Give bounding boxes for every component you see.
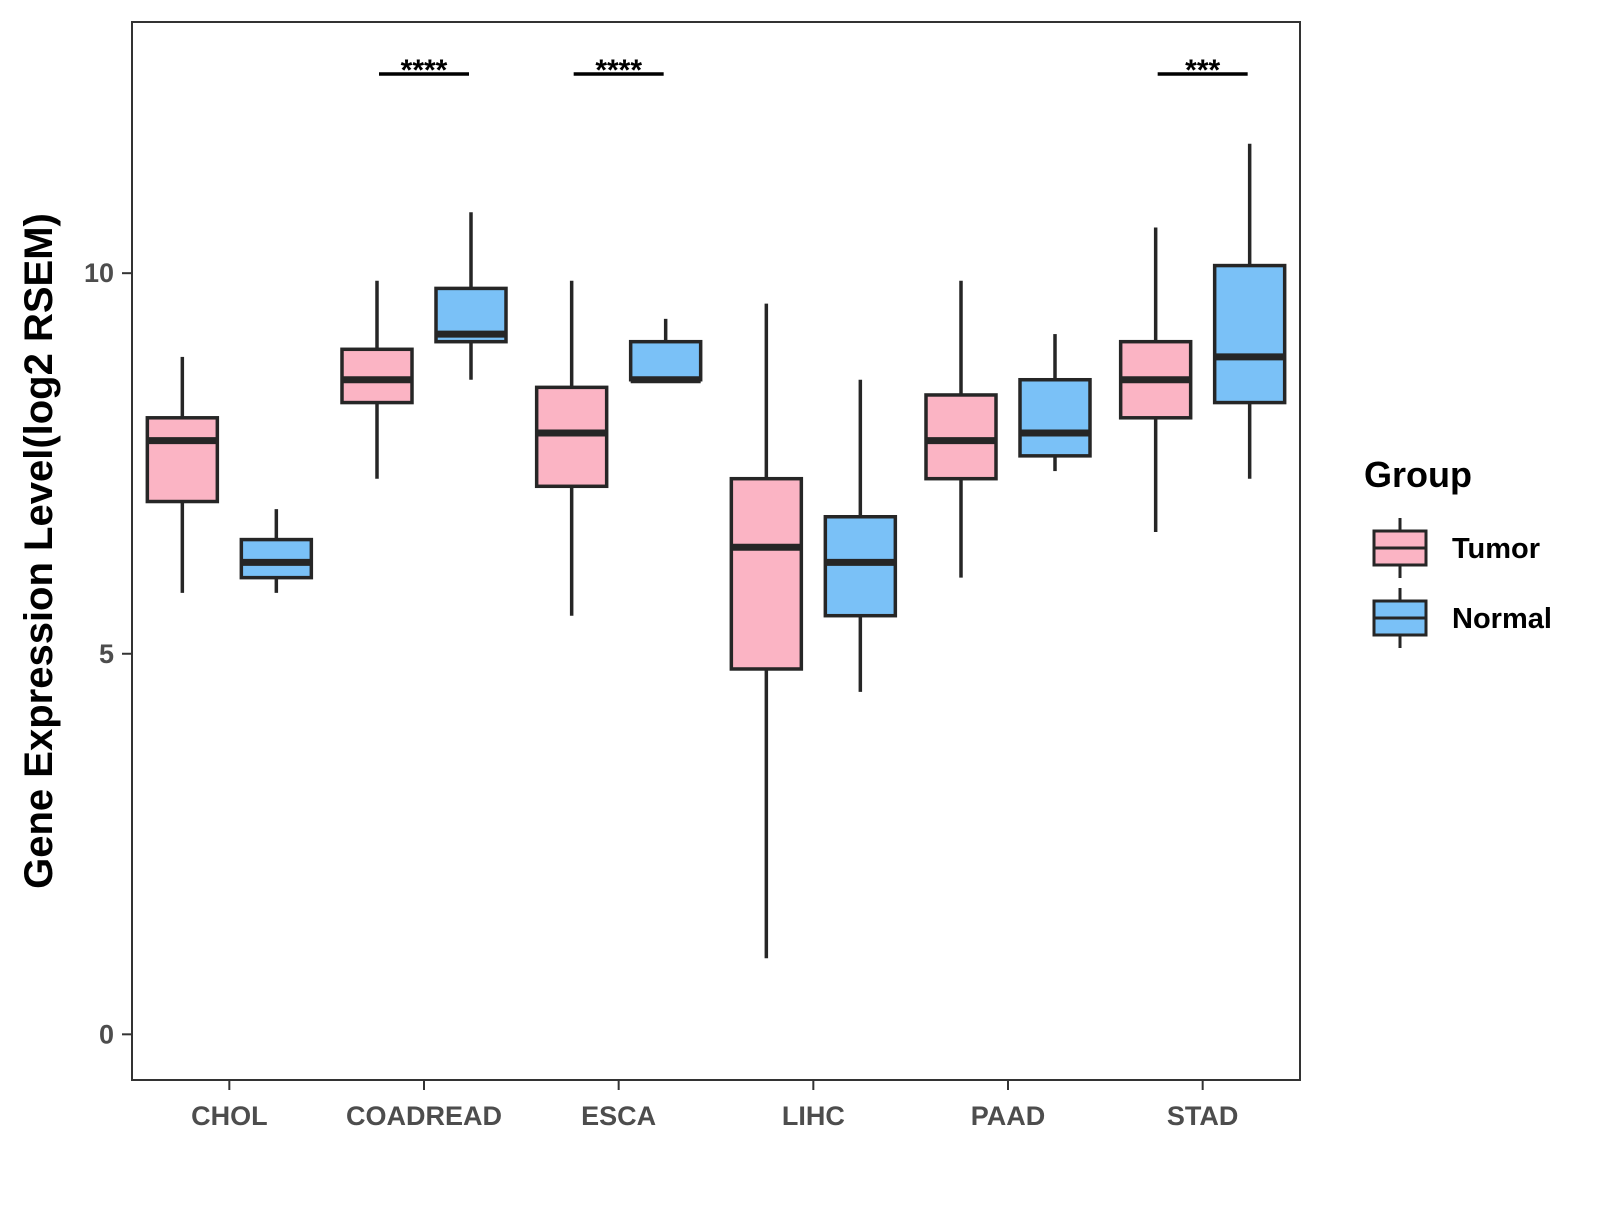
box-body (145, 416, 220, 504)
x-tick-label: ESCA (581, 1101, 656, 1131)
box-tumor-stad (1118, 227, 1193, 532)
box-body (340, 347, 414, 405)
significance-label: *** (1185, 54, 1220, 87)
legend-title: Group (1364, 454, 1472, 495)
legend-item-normal: Normal (1372, 588, 1552, 648)
x-tick-label: LIHC (782, 1101, 845, 1131)
box-tumor-esca (534, 280, 609, 616)
plot-layer: 0 5 10 CHOL COADREAD ESCA LIHC PAAD STAD Gene Exp… (17, 21, 1301, 1131)
box-body (924, 393, 998, 481)
box-tumor-lihc (729, 303, 804, 959)
box-body (628, 339, 703, 382)
box-body (534, 385, 609, 489)
box-tumor-chol (145, 356, 220, 593)
box-body (729, 476, 804, 671)
box-tumor-paad (924, 280, 998, 578)
y-tick-label: 5 (99, 639, 114, 669)
significance-label: **** (595, 54, 642, 87)
box-body (1212, 263, 1287, 405)
box-normal-chol (239, 509, 314, 593)
x-tick-label: CHOL (191, 1101, 268, 1131)
box-normal-esca (628, 318, 703, 384)
y-tick-label: 10 (84, 258, 114, 288)
y-axis-title: Gene Expression Level(log2 RSEM) (17, 213, 61, 889)
panel-border (131, 21, 1301, 1081)
y-tick-label: 0 (99, 1019, 114, 1049)
box-normal-stad (1212, 143, 1287, 479)
box-normal-coadread (434, 212, 508, 380)
legend: Group Tumor Normal (1364, 454, 1552, 648)
box-normal-paad (1018, 334, 1092, 472)
box-body (239, 537, 314, 580)
x-tick-label: COADREAD (346, 1101, 502, 1131)
significance-label: **** (401, 54, 448, 87)
box-normal-lihc (823, 379, 898, 692)
box-body (823, 514, 898, 618)
box-body (1018, 377, 1092, 458)
legend-label: Tumor (1452, 533, 1540, 565)
legend-item-tumor: Tumor (1372, 518, 1540, 578)
legend-label: Normal (1452, 603, 1552, 635)
box-tumor-coadread (340, 280, 414, 479)
x-tick-label: STAD (1167, 1101, 1239, 1131)
x-tick-label: PAAD (971, 1101, 1046, 1131)
